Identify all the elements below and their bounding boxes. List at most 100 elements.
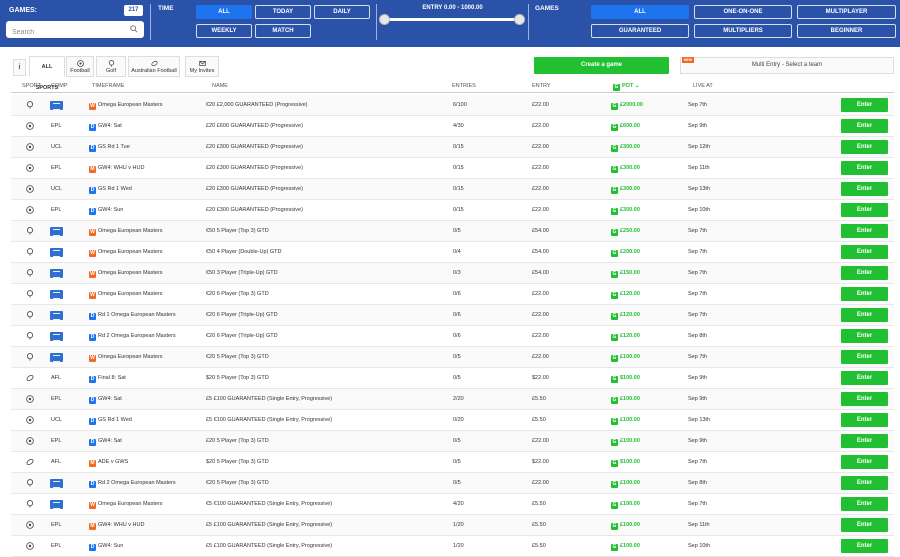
game-filter-multipliers[interactable]: MULTIPLIERS (694, 24, 792, 38)
game-filter-one-on-one[interactable]: ONE-ON-ONE (694, 5, 792, 19)
enter-button[interactable]: Enter (841, 203, 888, 217)
create-game-button[interactable]: Create a game (534, 57, 669, 74)
search-input[interactable] (6, 24, 124, 41)
entry-range-slider[interactable] (384, 18, 520, 21)
info-button[interactable]: i (13, 59, 26, 76)
search-icon[interactable] (130, 25, 138, 33)
tab-australian-football[interactable]: Australian Football (128, 56, 180, 77)
golf-icon (26, 269, 34, 277)
header-pot[interactable]: G POT ⌄ (613, 83, 640, 91)
timeframe-label: GW4: WHU v HUD (98, 522, 145, 528)
enter-button[interactable]: Enter (841, 350, 888, 364)
time-filter-all[interactable]: ALL (196, 5, 252, 19)
table-row: W Omega European Masters €20 5 Player (Top… (11, 347, 894, 368)
timeframe-cell: D Rd 2 Omega European Masters (89, 480, 176, 488)
slider-max-handle[interactable] (514, 14, 525, 25)
game-name: £20 £600 GUARANTEED (Progressive) (206, 123, 303, 129)
enter-button[interactable]: Enter (841, 182, 888, 196)
time-filter-today[interactable]: TODAY (255, 5, 311, 19)
enter-button[interactable]: Enter (841, 308, 888, 322)
header-name[interactable]: NAME (212, 83, 228, 89)
header-timeframe[interactable]: TIMEFRAME (92, 83, 125, 89)
enter-button[interactable]: Enter (841, 224, 888, 238)
time-filter-weekly[interactable]: WEEKLY (196, 24, 252, 38)
header-sport[interactable]: SPORT (22, 83, 41, 89)
comp-label: EPL (51, 438, 62, 444)
tab-football[interactable]: Football (66, 56, 94, 77)
live-at: Sep 7th (688, 354, 707, 360)
tab-golf[interactable]: Golf (96, 56, 126, 77)
enter-button[interactable]: Enter (841, 518, 888, 532)
enter-button[interactable]: Enter (841, 413, 888, 427)
enter-button[interactable]: Enter (841, 266, 888, 280)
currency-icon: G (611, 502, 618, 509)
timeframe-label: GW4: Sun (98, 207, 124, 213)
tour-logo-icon (50, 101, 63, 110)
game-filter-beginner[interactable]: BEGINNER (797, 24, 896, 38)
live-at: Sep 9th (688, 438, 707, 444)
football-icon (26, 122, 34, 130)
slider-min-handle[interactable] (379, 14, 390, 25)
games-count-badge: 217 (124, 5, 143, 16)
live-at: Sep 13th (688, 417, 711, 423)
entry-fee: £5.50 (532, 522, 546, 528)
timeframe-cell: D GW4: Sun (89, 207, 123, 215)
pot-cell: G £300.00 (611, 144, 640, 152)
entry-fee: £22.00 (532, 207, 549, 213)
enter-button[interactable]: Enter (841, 497, 888, 511)
tab-all-sports[interactable]: ALL SPORTS (29, 56, 65, 91)
timeframe-type-badge: D (89, 397, 96, 404)
golf-icon (26, 500, 34, 508)
tour-logo-icon (50, 332, 63, 341)
tour-logo-icon (50, 290, 63, 299)
timeframe-type-badge: W (89, 250, 96, 257)
tour-logo-icon (50, 311, 63, 320)
game-filter-guaranteed[interactable]: GUARANTEED (591, 24, 689, 38)
pot-cell: G £100.00 (611, 543, 640, 551)
entries-count: 0/15 (453, 165, 464, 171)
header-comp[interactable]: COMP (51, 83, 68, 89)
enter-button[interactable]: Enter (841, 371, 888, 385)
enter-button[interactable]: Enter (841, 140, 888, 154)
timeframe-type-badge: W (89, 355, 96, 362)
search-box[interactable] (6, 21, 144, 41)
enter-button[interactable]: Enter (841, 119, 888, 133)
enter-button[interactable]: Enter (841, 434, 888, 448)
entries-count: 4/30 (453, 123, 464, 129)
enter-button[interactable]: Enter (841, 245, 888, 259)
golf-icon (108, 60, 114, 67)
header-entries[interactable]: ENTRIES (452, 83, 476, 89)
tab-my-invites[interactable]: My Invites (185, 56, 219, 77)
entry-fee: £5.50 (532, 543, 546, 549)
header-entry[interactable]: ENTRY (532, 83, 551, 89)
time-filter-daily[interactable]: DAILY (314, 5, 370, 19)
enter-button[interactable]: Enter (841, 539, 888, 553)
enter-button[interactable]: Enter (841, 329, 888, 343)
enter-button[interactable]: Enter (841, 392, 888, 406)
enter-button[interactable]: Enter (841, 161, 888, 175)
enter-button[interactable]: Enter (841, 476, 888, 490)
game-name: £5 €100 GUARANTEED (Single Entry, Progre… (206, 417, 333, 423)
enter-button[interactable]: Enter (841, 98, 888, 112)
timeframe-type-badge: M (89, 166, 96, 173)
entry-fee: £54.00 (532, 249, 549, 255)
live-at: Sep 9th (688, 396, 707, 402)
pot-value: £100.00 (620, 480, 640, 486)
game-filter-multiplayer[interactable]: MULTIPLAYER (797, 5, 896, 19)
game-name: £20 5 Player (Top 3) GTD (206, 438, 269, 444)
comp-label: EPL (51, 207, 62, 213)
game-filter-all[interactable]: ALL (591, 5, 689, 19)
timeframe-cell: D GW4: Sat (89, 123, 122, 131)
currency-icon: G (611, 229, 618, 236)
timeframe-cell: D Rd 2 Omega European Masters (89, 333, 176, 341)
timeframe-type-badge: D (89, 208, 96, 215)
enter-button[interactable]: Enter (841, 455, 888, 469)
game-name: £20 £300 GUARANTEED (Progressive) (206, 165, 303, 171)
table-row: AFL D Final 8: Sat $20 5 Player (Top 3) GTD… (11, 368, 894, 389)
enter-button[interactable]: Enter (841, 287, 888, 301)
divider (150, 4, 151, 40)
time-filter-match[interactable]: MATCH (255, 24, 311, 38)
entry-fee: £5.50 (532, 396, 546, 402)
multi-entry-button[interactable]: NEW Multi Entry - Select a team (680, 57, 894, 74)
header-live-at[interactable]: LIVE AT (693, 83, 713, 89)
